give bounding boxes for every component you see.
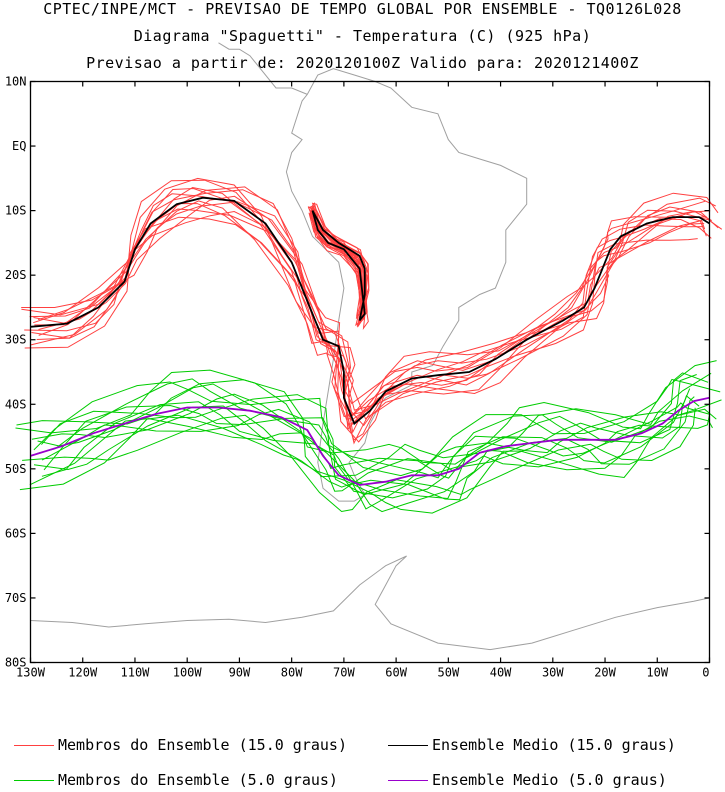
ensemble-mean-15c-andes-loop: [311, 210, 366, 321]
member-5c-line: [41, 395, 700, 500]
member-5c-line: [33, 378, 721, 477]
legend-members15-label: Membros do Ensemble (15.0 graus): [58, 736, 347, 754]
legend-members5-label: Membros do Ensemble (5.0 graus): [58, 771, 338, 789]
members-5c-layer: [15, 360, 722, 514]
lat-tick-label: EQ: [12, 139, 26, 153]
member-15c-line: [38, 195, 712, 420]
lat-tick-label: 60S: [5, 526, 27, 540]
lon-tick-label: 0: [702, 666, 709, 680]
lon-tick-label: 70W: [333, 666, 355, 680]
lat-tick-label: 10S: [5, 204, 27, 218]
member-5c-line: [37, 374, 697, 479]
lon-tick-label: 80W: [281, 666, 303, 680]
lon-tick-label: 100W: [173, 666, 203, 680]
member-5c-line: [41, 394, 722, 496]
lon-tick-label: 90W: [229, 666, 251, 680]
legend-mean5-swatch: [388, 780, 428, 781]
members-15c-layer: [21, 177, 723, 445]
lon-tick-label: 10W: [646, 666, 668, 680]
member-15c-line: [31, 202, 705, 445]
map-frame: [29, 80, 711, 664]
ensemble-mean-layer: [30, 196, 710, 486]
title-line-3: Previsao a partir de: 2020120100Z Valido…: [86, 54, 639, 72]
title-line-2: Diagrama "Spaguetti" - Temperatura (C) (…: [133, 27, 592, 45]
lon-tick-label: 40W: [490, 666, 512, 680]
lat-tick-label: 20S: [5, 268, 27, 282]
lon-tick-label: 130W: [16, 666, 46, 680]
member-15c-line: [37, 186, 723, 411]
legend-mean5-label: Ensemble Medio (5.0 graus): [432, 771, 667, 789]
lon-tick-label: 60W: [385, 666, 407, 680]
member-5c-line: [43, 402, 710, 499]
member-5c-line: [19, 408, 717, 514]
lon-tick-label: 120W: [68, 666, 98, 680]
lon-tick-label: 50W: [438, 666, 460, 680]
legend-members15-swatch: [14, 745, 54, 746]
member-5c-line: [31, 388, 691, 492]
lon-tick-label: 20W: [594, 666, 616, 680]
lat-tick-label: 70S: [5, 591, 27, 605]
lat-tick-label: 80S: [5, 656, 27, 670]
antarctica-coastline: [30, 555, 710, 651]
coastline-layer: [30, 42, 710, 651]
lat-tick-label: 30S: [5, 333, 27, 347]
member-5c-line: [22, 407, 696, 513]
south-america-coastline: [285, 68, 528, 502]
member-5c-line: [29, 415, 713, 513]
member-15c-line: [30, 210, 707, 427]
member-15c-line: [21, 177, 707, 418]
central-america-coastline: [218, 42, 308, 95]
lat-tick-label: 10N: [5, 75, 27, 89]
ensemble-mean-15c-line: [30, 196, 710, 426]
lon-tick-label: 110W: [121, 666, 151, 680]
legend-members5-swatch: [14, 780, 54, 781]
lon-tick-label: 30W: [542, 666, 564, 680]
title-line-1: CPTEC/INPE/MCT - PREVISAO DE TEMPO GLOBA…: [43, 0, 682, 18]
ensemble-mean-5c-line: [30, 396, 710, 486]
member-5c-line: [41, 408, 710, 510]
lat-tick-label: 40S: [5, 397, 27, 411]
lat-tick-label: 50S: [5, 462, 27, 476]
legend-mean15-swatch: [388, 745, 428, 746]
legend-mean15-label: Ensemble Medio (15.0 graus): [432, 736, 676, 754]
member-15c-line: [33, 189, 719, 405]
